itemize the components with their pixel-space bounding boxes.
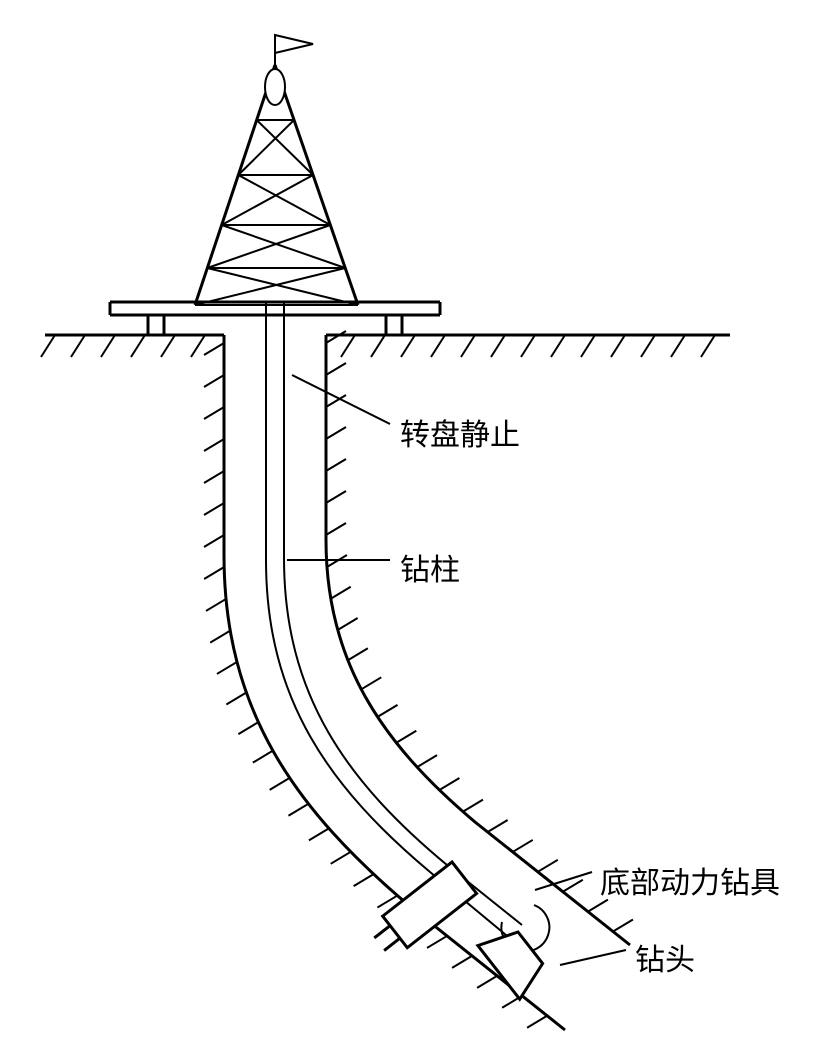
label-drill-bit: 钻头: [635, 935, 695, 979]
flag: [265, 35, 313, 105]
label-rotary-table-static: 转盘静止: [400, 410, 520, 454]
drill-bit: [478, 921, 551, 999]
label-bottom-power-tool: 底部动力钻具: [600, 858, 780, 902]
drill-string: [266, 302, 549, 951]
ground-hatching: [41, 335, 715, 357]
bottom-power-tool: [383, 862, 477, 948]
label-drill-string: 钻柱: [400, 545, 460, 589]
platform: [110, 302, 440, 335]
